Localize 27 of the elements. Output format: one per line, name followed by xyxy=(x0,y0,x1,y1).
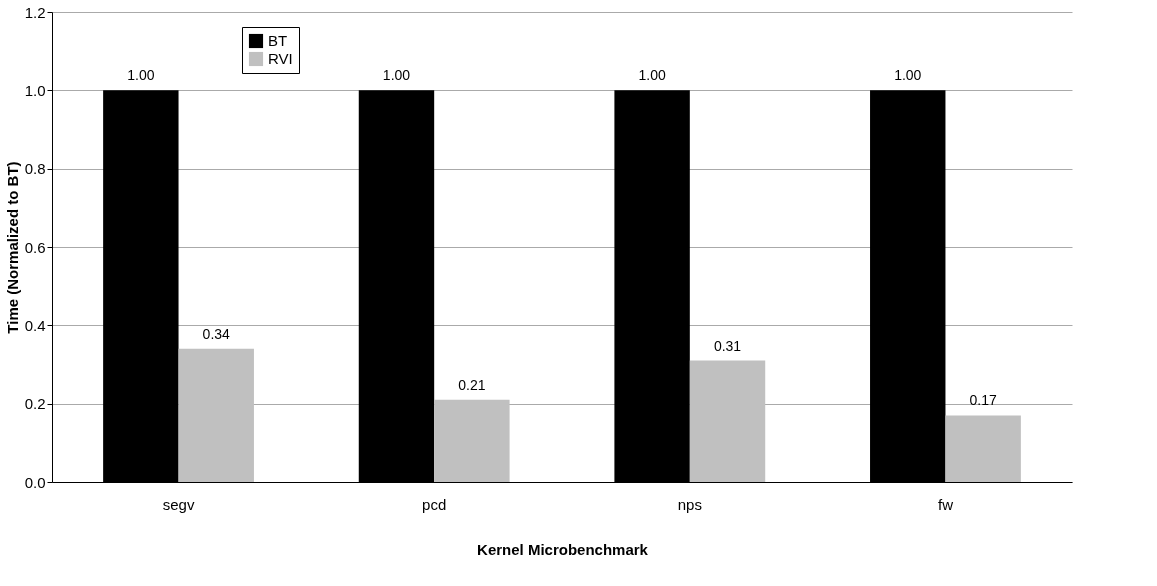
data-label: 1.00 xyxy=(638,67,666,84)
bar xyxy=(945,415,1021,482)
y-axis-title: Time (Normalized to BT) xyxy=(3,161,21,334)
y-tick-label: 0.2 xyxy=(24,395,46,413)
data-label: 1.00 xyxy=(127,67,155,84)
bar xyxy=(434,399,510,482)
data-label: 0.17 xyxy=(969,392,997,409)
x-tick-label: nps xyxy=(677,495,702,513)
data-label: 0.21 xyxy=(458,376,486,393)
bar xyxy=(178,348,254,482)
x-tick-label: segv xyxy=(162,495,195,513)
y-tick-label: 1.0 xyxy=(24,81,46,99)
bar xyxy=(689,360,766,482)
data-label: 0.31 xyxy=(713,337,742,354)
y-tick-label: 0.4 xyxy=(24,316,46,334)
x-axis-title: Kernel Microbenchmark xyxy=(477,540,649,558)
legend-label: BT xyxy=(268,32,288,49)
y-tick-label: 0.8 xyxy=(24,160,46,178)
legend-label: RVI xyxy=(268,50,293,67)
x-tick-label: fw xyxy=(937,495,954,513)
data-label: 1.00 xyxy=(894,67,922,84)
data-label: 0.34 xyxy=(202,325,231,342)
x-tick-label: pcd xyxy=(422,495,447,513)
data-label: 1.00 xyxy=(382,67,411,84)
y-tick-label: 0.6 xyxy=(24,238,46,256)
y-tick-label: 0.0 xyxy=(24,473,46,491)
y-tick-label: 1.2 xyxy=(24,3,46,21)
